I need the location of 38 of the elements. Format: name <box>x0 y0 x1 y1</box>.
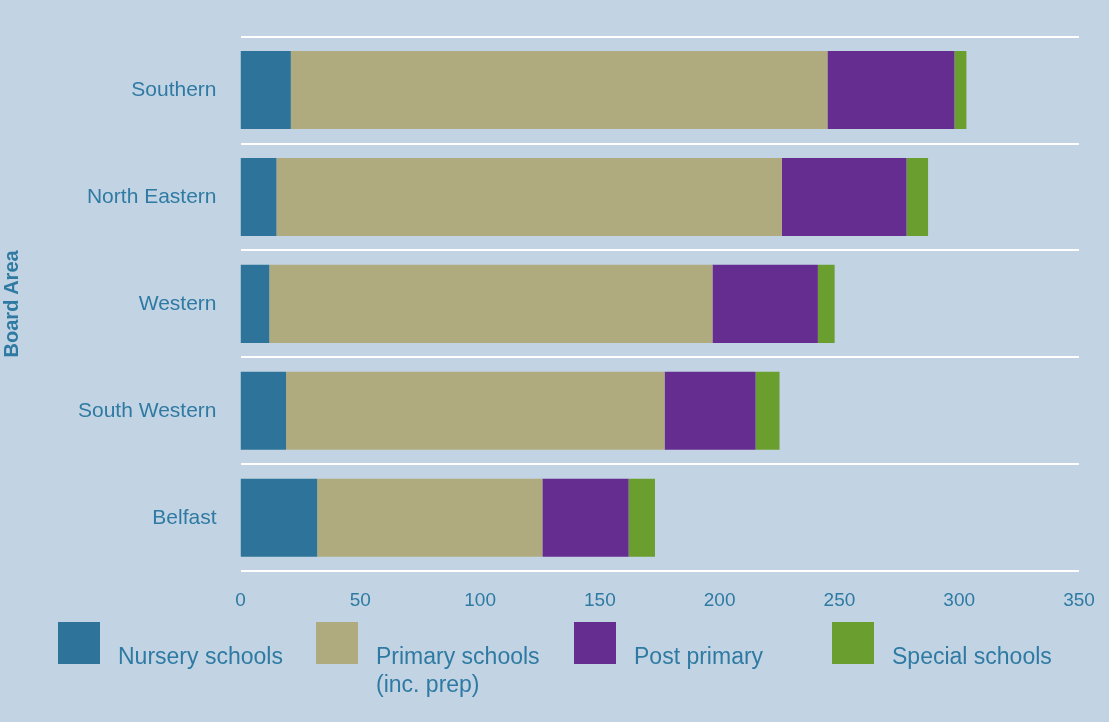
bar <box>664 371 756 450</box>
bar <box>276 157 782 237</box>
y-tick-label: Western <box>138 290 217 314</box>
bar <box>781 157 907 237</box>
y-tick-label: Belfast <box>152 504 217 528</box>
bar <box>906 157 929 237</box>
y-tick-label: North Eastern <box>86 183 217 207</box>
bar <box>240 371 287 450</box>
bar <box>827 51 955 130</box>
y-axis-title: Board Area <box>0 249 22 358</box>
bar <box>817 264 835 343</box>
x-tick-label: 350 <box>1063 588 1095 610</box>
x-tick-label: 150 <box>584 588 616 610</box>
bar <box>712 264 818 343</box>
x-tick-label: 250 <box>823 588 856 610</box>
legend-label: Primary schools (inc. prep) <box>376 642 541 698</box>
bar <box>240 264 270 343</box>
bar <box>269 264 713 343</box>
bar <box>755 371 780 450</box>
x-tick-label: 0 <box>235 588 246 610</box>
x-tick-label: 100 <box>464 588 496 610</box>
x-tick-label: 200 <box>703 588 736 610</box>
bar <box>240 51 291 130</box>
bar <box>240 157 277 237</box>
legend-label: Special schools <box>892 642 1053 670</box>
bar <box>954 51 967 130</box>
bar <box>628 478 655 557</box>
legend-label: Post primary <box>634 642 765 670</box>
legend-label: Nursery schools <box>118 642 284 670</box>
bar <box>286 371 665 450</box>
y-tick-label: South Western <box>77 397 217 421</box>
bar <box>290 51 828 130</box>
bar <box>240 478 318 557</box>
bar <box>542 478 629 557</box>
x-tick-label: 50 <box>349 588 371 610</box>
x-tick-label: 300 <box>943 588 976 610</box>
bar <box>317 478 543 557</box>
y-tick-label: Southern <box>131 76 217 100</box>
